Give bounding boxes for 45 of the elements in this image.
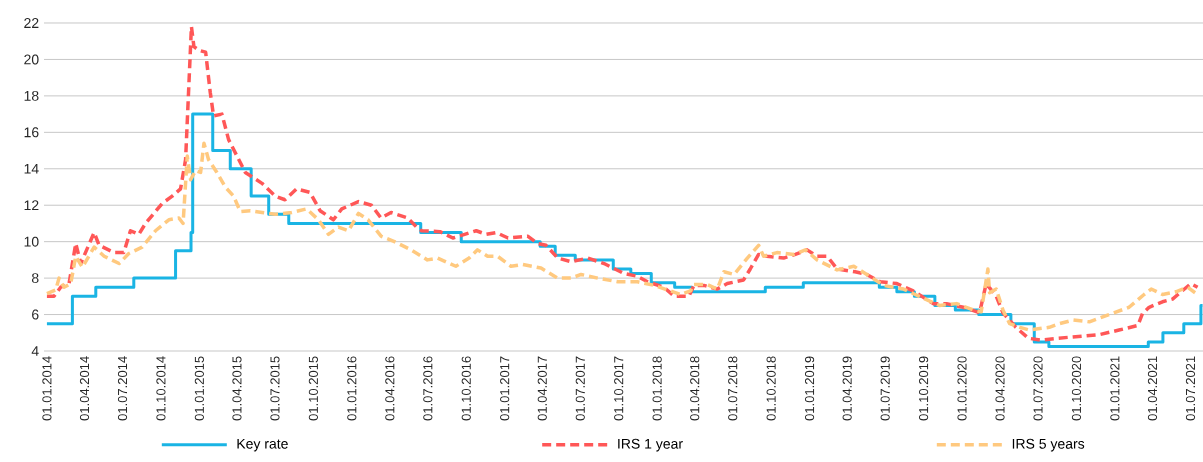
x-tick-label: 01.10.2017 (614, 356, 624, 421)
x-tick-label: 01.01.2015 (194, 356, 204, 421)
y-tick-label: 6 (32, 309, 39, 320)
y-tick-label: 14 (24, 163, 39, 174)
y-tick-label: 16 (24, 127, 39, 138)
x-tick-label: 01.04.2018 (690, 356, 700, 421)
y-tick-label: 18 (24, 90, 39, 101)
x-tick-label: 01.07.2020 (1033, 356, 1043, 421)
x-tick-label: 01.07.2021 (1185, 356, 1196, 421)
x-tick-label: 01.07.2014 (117, 356, 128, 421)
x-tick-label: 01.01.2019 (804, 356, 815, 421)
x-tick-label: 01.01.2018 (652, 356, 662, 421)
x-tick-label: 01.10.2015 (308, 356, 318, 421)
x-tick-label: 01.07.2019 (880, 356, 890, 421)
x-tick-label: 01.10.2014 (156, 356, 166, 421)
x-tick-label: 01.10.2019 (918, 356, 929, 421)
x-tick-label: 01.10.2016 (461, 356, 471, 421)
x-tick-label: 01.04.2020 (995, 356, 1005, 421)
y-tick-label: 4 (31, 346, 39, 356)
x-tick-label: 01.04.2016 (385, 356, 395, 421)
x-tick-label: 01.01.2021 (1110, 356, 1120, 421)
y-tick-label: 22 (24, 18, 39, 28)
x-tick-label: 01.10.2018 (766, 356, 776, 421)
x-tick-label: 01.01.2017 (500, 356, 510, 421)
x-tick-label: 01.04.2017 (537, 356, 547, 421)
x-tick-label: 01.07.2015 (270, 356, 280, 421)
x-tick-label: 01.07.2017 (575, 356, 585, 421)
legend-label: Key rate (237, 438, 288, 452)
x-tick-label: 01.07.2016 (423, 356, 433, 421)
legend-label: IRS 5 years (1012, 438, 1085, 452)
line-series (45, 24, 1200, 342)
x-tick-label: 01.07.2018 (728, 356, 738, 421)
y-tick-label: 10 (24, 236, 39, 247)
x-tick-label: 01.10.2020 (1071, 356, 1082, 421)
x-tick-label: 01.04.2015 (232, 356, 242, 421)
y-tick-label: 20 (24, 54, 39, 65)
x-tick-label: 01.01.2014 (42, 356, 52, 421)
x-tick-label: 01.04.2021 (1147, 356, 1158, 421)
x-tick-label: 01.01.2016 (347, 356, 357, 421)
legend-label: IRS 1 year (618, 438, 683, 452)
y-tick-label: 12 (24, 200, 39, 211)
x-tick-label: 01.04.2014 (79, 356, 90, 421)
y-tick-label: 8 (31, 273, 39, 284)
x-tick-label: 01.01.2020 (957, 356, 967, 421)
x-tick-label: 01.04.2019 (842, 356, 852, 421)
